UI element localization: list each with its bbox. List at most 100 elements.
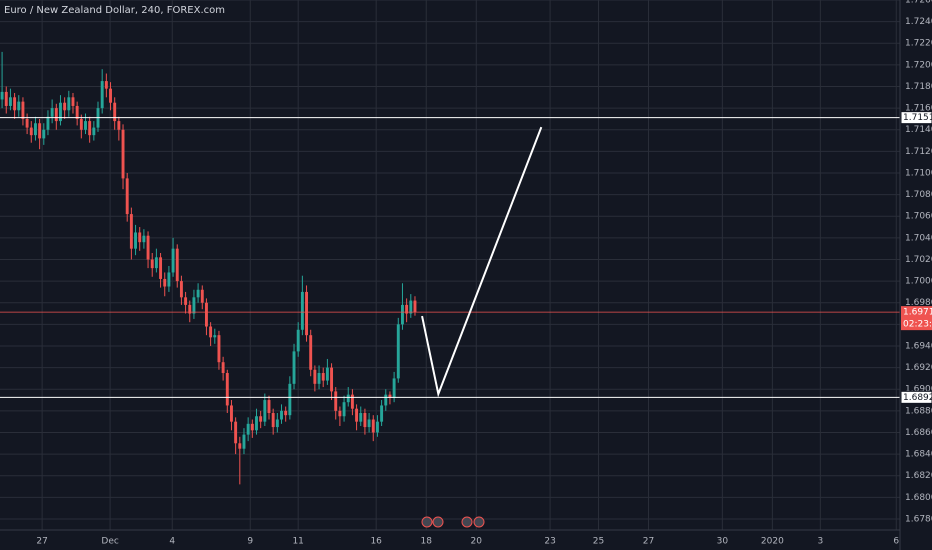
candle-body <box>75 105 79 119</box>
candle-body <box>400 304 404 325</box>
y-tick-label: 1.71200 <box>905 147 932 157</box>
candle-body <box>59 102 62 122</box>
y-tick-label: 1.71400 <box>905 125 932 135</box>
y-tick-label: 1.68600 <box>905 428 932 438</box>
candle-body <box>142 235 146 243</box>
candle-body <box>84 121 87 130</box>
candle-body <box>371 419 375 433</box>
x-tick-label: 16 <box>370 537 382 547</box>
candle-body <box>167 272 171 287</box>
y-tick-label: 1.69200 <box>905 363 932 373</box>
candle-body <box>71 97 75 106</box>
grid <box>0 0 900 530</box>
candle-body <box>355 408 359 422</box>
y-tick-label: 1.70200 <box>905 255 932 265</box>
candle-body <box>313 369 317 384</box>
candle-body <box>29 127 33 136</box>
candle-body <box>50 108 54 117</box>
candle-body <box>263 400 267 422</box>
x-tick-label: Dec <box>101 537 118 547</box>
candle-body <box>179 281 183 298</box>
candle-body <box>38 123 42 139</box>
y-tick-label: 1.71600 <box>905 104 932 114</box>
chart-title: Euro / New Zealand Dollar, 240, FOREX.co… <box>4 5 225 16</box>
y-tick-label: 1.71800 <box>905 82 932 92</box>
candle-body <box>63 102 67 111</box>
candle-body <box>338 410 342 417</box>
candle-body <box>209 326 213 338</box>
plot <box>0 51 900 485</box>
candle-body <box>275 419 279 428</box>
candle-body <box>246 423 250 435</box>
candle-body <box>330 367 334 392</box>
candle-body <box>250 423 254 431</box>
candle-body <box>200 289 204 303</box>
candle-body <box>92 127 96 136</box>
candle-body <box>384 394 388 406</box>
y-tick-label: 1.68000 <box>905 493 932 503</box>
candle-body <box>225 373 229 406</box>
x-tick-label: 2020 <box>761 537 784 547</box>
candle-body <box>221 362 225 374</box>
candle-body <box>267 400 271 414</box>
candle-body <box>154 257 158 269</box>
x-tick-label: 25 <box>593 537 604 547</box>
x-tick-label: 27 <box>36 537 47 547</box>
candle-body <box>321 373 325 381</box>
candle-body <box>79 118 83 130</box>
x-tick-label: 27 <box>643 537 654 547</box>
candle-body <box>405 304 409 314</box>
candle-body <box>171 248 175 273</box>
candle-body <box>21 101 25 119</box>
candle-body <box>359 413 363 422</box>
event-icon[interactable] <box>461 516 473 528</box>
y-tick-label: 1.72200 <box>905 39 932 49</box>
candle-body <box>117 121 121 130</box>
candle-body <box>54 108 58 122</box>
x-tick-label: 11 <box>292 537 303 547</box>
y-tick-label: 1.69800 <box>905 298 932 308</box>
candle-body <box>259 416 263 422</box>
candle-body <box>300 291 304 330</box>
y-tick-label: 1.71000 <box>905 168 932 178</box>
candle-body <box>409 300 413 314</box>
x-tick-label: 18 <box>421 537 433 547</box>
y-tick-label: 1.68800 <box>905 406 932 416</box>
candle-body <box>146 235 150 260</box>
y-tick-label: 1.70000 <box>905 277 932 287</box>
x-tick-label: 4 <box>169 537 175 547</box>
y-tick-label: 1.69000 <box>905 385 932 395</box>
candle-body <box>163 278 167 287</box>
x-tick-label: 9 <box>247 537 253 547</box>
candle-body <box>204 302 208 327</box>
candle-body <box>150 259 154 269</box>
x-tick-label: 23 <box>544 537 555 547</box>
candle-body <box>392 378 396 398</box>
y-tick-label: 1.70400 <box>905 233 932 243</box>
candle-body <box>296 329 300 352</box>
candle-body <box>288 383 292 416</box>
candle-body <box>413 300 417 313</box>
event-icon[interactable] <box>421 516 433 528</box>
level-label: 1.71512 <box>903 113 932 123</box>
candle-body <box>33 123 37 136</box>
y-tick-label: 1.69400 <box>905 341 932 351</box>
candle-body <box>100 81 104 109</box>
candle-body <box>342 402 346 417</box>
candle-body <box>121 129 125 179</box>
event-icon[interactable] <box>432 516 444 528</box>
candle-body <box>284 410 288 416</box>
event-icon[interactable] <box>473 516 485 528</box>
level-label-box <box>900 390 932 404</box>
candle-body <box>175 248 179 282</box>
candle-body <box>129 214 133 249</box>
candle-body <box>363 413 367 428</box>
x-tick-label: 30 <box>717 537 729 547</box>
candle-body <box>238 443 242 449</box>
y-tick-label: 1.72400 <box>905 17 932 27</box>
y-tick-label: 1.68200 <box>905 471 932 481</box>
candle-body <box>104 81 108 89</box>
candle-body <box>334 391 338 411</box>
candle-body <box>346 394 350 403</box>
candle-body <box>138 232 142 243</box>
